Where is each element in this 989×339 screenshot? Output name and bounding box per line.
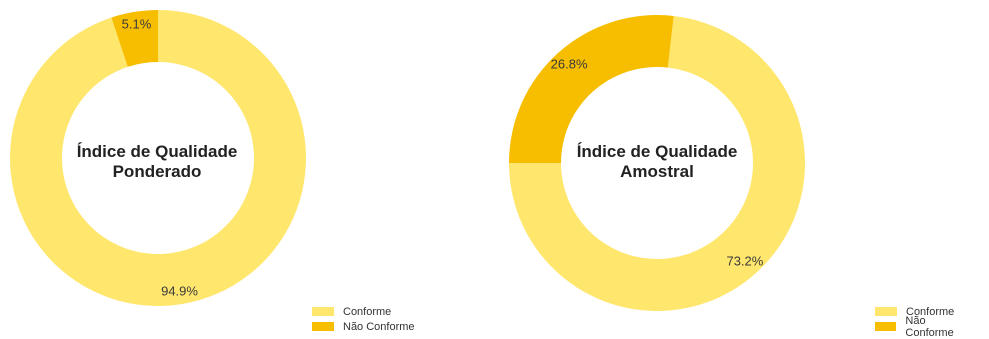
legend-item-conforme[interactable]: Conforme bbox=[875, 304, 975, 319]
legend-swatch-conforme bbox=[875, 307, 897, 316]
legend-label-conforme: Conforme bbox=[906, 305, 955, 318]
slice-label: 73.2% bbox=[726, 253, 763, 268]
donut-chart-ponderado: 94.9% 5.1% Índice de Qualidade Ponderado … bbox=[0, 0, 480, 335]
donut-slice-nao-conforme[interactable] bbox=[509, 15, 674, 163]
donut-slice-conforme[interactable] bbox=[509, 15, 805, 311]
donut-slice-conforme[interactable] bbox=[9, 10, 306, 306]
donut-slice-nao-conforme[interactable] bbox=[111, 10, 158, 67]
legend-item-conforme[interactable]: Conforme bbox=[312, 304, 415, 319]
chart-title-line-1: Índice de Qualidade bbox=[576, 142, 738, 161]
chart-title-line-1: Índice de Qualidade bbox=[76, 142, 238, 161]
legend-swatch-nao-conforme bbox=[312, 322, 334, 331]
slice-label: 26.8% bbox=[551, 57, 588, 72]
legend-item-nao-conforme[interactable]: Não Conforme bbox=[312, 319, 415, 334]
legend-label-nao-conforme: Não Conforme bbox=[343, 320, 415, 333]
chart-title-line-2: Ponderado bbox=[112, 162, 202, 181]
slice-label: 5.1% bbox=[122, 17, 152, 32]
legend-swatch-conforme bbox=[312, 307, 334, 316]
legend-item-nao-conforme[interactable]: Não Conforme bbox=[875, 315, 975, 339]
legend-swatch-nao-conforme bbox=[875, 322, 897, 331]
chart-title-ponderado: Índice de Qualidade Ponderado bbox=[57, 142, 257, 182]
legend-amostral[interactable]: Conforme Não Conforme bbox=[875, 304, 975, 339]
chart-title-line-2: Amostral bbox=[620, 162, 694, 181]
donut-chart-amostral: 73.2% 26.8% Índice de Qualidade Amostral … bbox=[495, 0, 975, 339]
donut-svg-amostral: 73.2% 26.8% bbox=[509, 15, 805, 311]
legend-label-conforme: Conforme bbox=[343, 305, 392, 318]
legend-ponderado[interactable]: Conforme Não Conforme bbox=[312, 304, 415, 334]
slice-label: 94.9% bbox=[161, 283, 198, 298]
chart-title-amostral: Índice de Qualidade Amostral bbox=[557, 142, 757, 182]
donut-svg-ponderado: 94.9% 5.1% bbox=[9, 10, 306, 306]
